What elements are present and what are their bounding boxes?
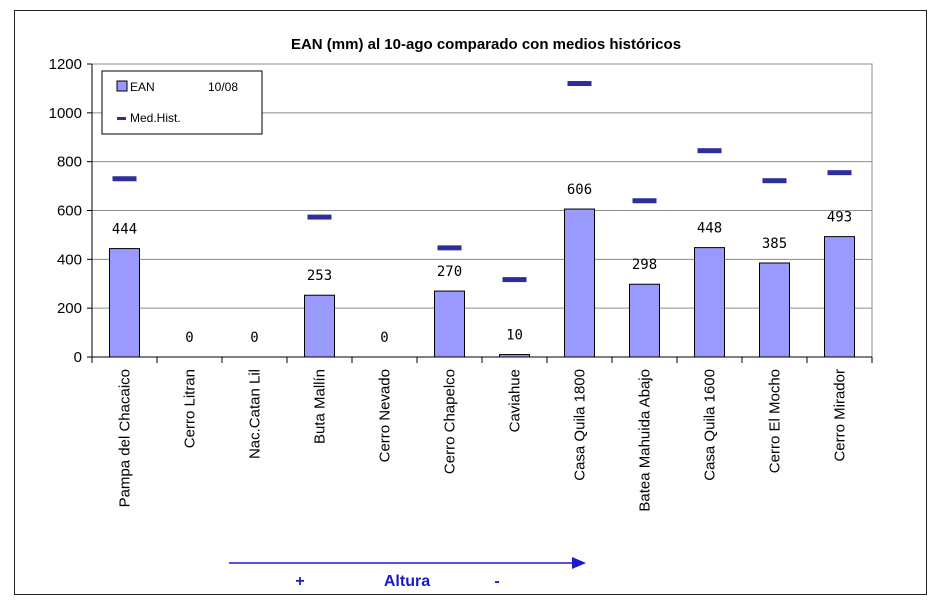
- data-label: 298: [632, 257, 657, 273]
- legend-ean-label: EAN: [130, 80, 155, 94]
- y-tick-label: 1000: [49, 105, 82, 122]
- axes: [91, 63, 873, 363]
- hist-mean-dash: [762, 178, 787, 184]
- y-tick-label: 0: [74, 349, 82, 366]
- hist-mean-dash: [697, 148, 722, 154]
- legend-bar-swatch: [116, 80, 128, 92]
- altura-annotation: + Altura -: [229, 557, 586, 590]
- bar: [824, 236, 855, 358]
- bar: [759, 262, 790, 358]
- legend-hist-label: Med.Hist.: [130, 111, 181, 125]
- bar: [629, 283, 660, 358]
- y-tick-label: 1200: [49, 56, 82, 73]
- altura-minus: -: [494, 573, 499, 590]
- hist-mean-dash: [827, 170, 852, 176]
- bar: [109, 248, 140, 358]
- data-label: 270: [437, 264, 462, 280]
- category-label: Nac.Catan Lil: [247, 369, 264, 459]
- legend-dash-swatch: [117, 117, 126, 120]
- category-label: Cerro Litran: [182, 369, 199, 448]
- category-label: Cerro Mirador: [832, 369, 849, 462]
- data-label: 385: [762, 236, 787, 252]
- data-label: 444: [112, 222, 137, 238]
- bar-series: [109, 208, 855, 358]
- hist-mean-dash: [112, 176, 137, 182]
- data-label: 0: [250, 330, 258, 346]
- bar: [434, 290, 465, 358]
- category-labels: Pampa del Chacaico Cerro Litran Nac.Catan …: [117, 369, 849, 512]
- y-tick-labels: 0 200 400 600 800 1000 1200: [49, 56, 82, 366]
- category-label: Cerro Nevado: [377, 369, 394, 462]
- category-label: Cerro El Mocho: [767, 369, 784, 473]
- bar: [564, 208, 595, 358]
- bar: [304, 294, 335, 358]
- data-label: 448: [697, 221, 722, 237]
- hist-mean-dash: [502, 277, 527, 283]
- category-label: Caviahue: [507, 369, 524, 432]
- altura-plus: +: [295, 573, 304, 590]
- data-label: 253: [307, 268, 332, 284]
- legend-date-label: 10/08: [208, 80, 238, 94]
- y-tick-label: 200: [57, 300, 82, 317]
- data-label: 0: [185, 330, 193, 346]
- category-label: Batea Mahuida Abajo: [637, 369, 654, 512]
- category-label: Pampa del Chacaico: [117, 369, 134, 507]
- y-tick-label: 400: [57, 251, 82, 268]
- category-label: Casa Quila 1600: [702, 369, 719, 481]
- chart-title: EAN (mm) al 10-ago comparado con medios …: [291, 36, 681, 53]
- data-label: 606: [567, 182, 592, 198]
- y-tick-label: 600: [57, 203, 82, 220]
- legend: EAN 10/08 Med.Hist.: [101, 70, 263, 135]
- hist-mean-dash: [567, 81, 592, 87]
- hist-mean-dash: [632, 198, 657, 204]
- data-labels: 444 0 0 253 0 270 10 606 298 448 385 493: [112, 182, 852, 346]
- category-label: Buta Mallín: [312, 369, 329, 444]
- category-label: Cerro Chapelco: [442, 369, 459, 474]
- hist-mean-dash: [307, 214, 332, 220]
- data-label: 10: [506, 328, 523, 344]
- y-tick-label: 800: [57, 154, 82, 171]
- altura-arrow-head: [572, 557, 586, 569]
- data-label: 493: [827, 210, 852, 226]
- legend-box: [101, 70, 263, 135]
- category-label: Casa Quila 1800: [572, 369, 589, 481]
- altura-label: Altura: [384, 573, 430, 590]
- historical-series: [112, 81, 852, 283]
- hist-mean-dash: [437, 245, 462, 251]
- bar: [694, 247, 725, 358]
- data-label: 0: [380, 330, 388, 346]
